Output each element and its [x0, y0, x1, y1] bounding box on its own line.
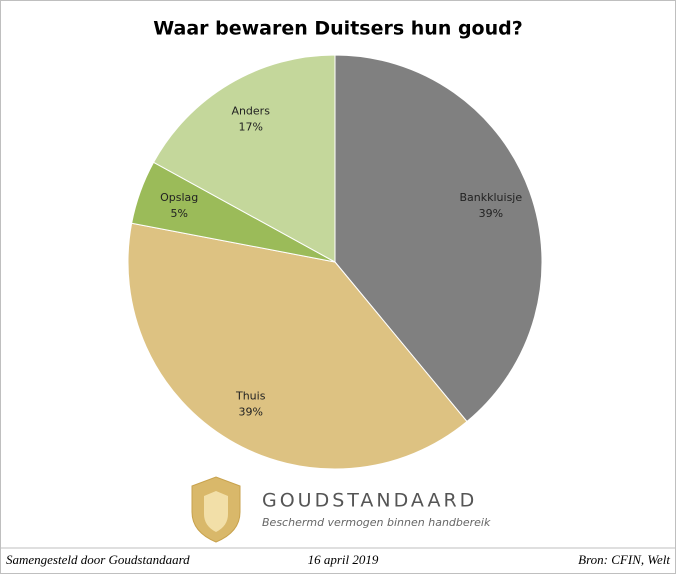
- value-label: 39%: [238, 406, 262, 419]
- footer-right: Bron: CFIN, Welt: [578, 552, 670, 567]
- slice-label: Bankkluisje: [459, 191, 522, 204]
- pie-slice: [334, 54, 543, 423]
- value-label: 5%: [170, 207, 187, 220]
- footer-center: 16 april 2019: [308, 552, 379, 567]
- logo-icon: [191, 476, 241, 543]
- slice-label: Thuis: [235, 390, 266, 403]
- logo-tagline: Beschermd vermogen binnen handbereik: [262, 516, 491, 529]
- value-label: 17%: [238, 120, 262, 133]
- slice-label: Anders: [231, 104, 270, 117]
- logo-name: GOUDSTANDAARD: [262, 490, 477, 512]
- pie-slice: [127, 222, 468, 470]
- value-label: 39%: [479, 207, 503, 220]
- slice-label: Opslag: [160, 191, 198, 204]
- chart-title: Waar bewaren Duitsers hun goud?: [153, 18, 523, 40]
- footer-left: Samengesteld door Goudstandaard: [6, 552, 190, 567]
- pie-slice: [152, 54, 336, 263]
